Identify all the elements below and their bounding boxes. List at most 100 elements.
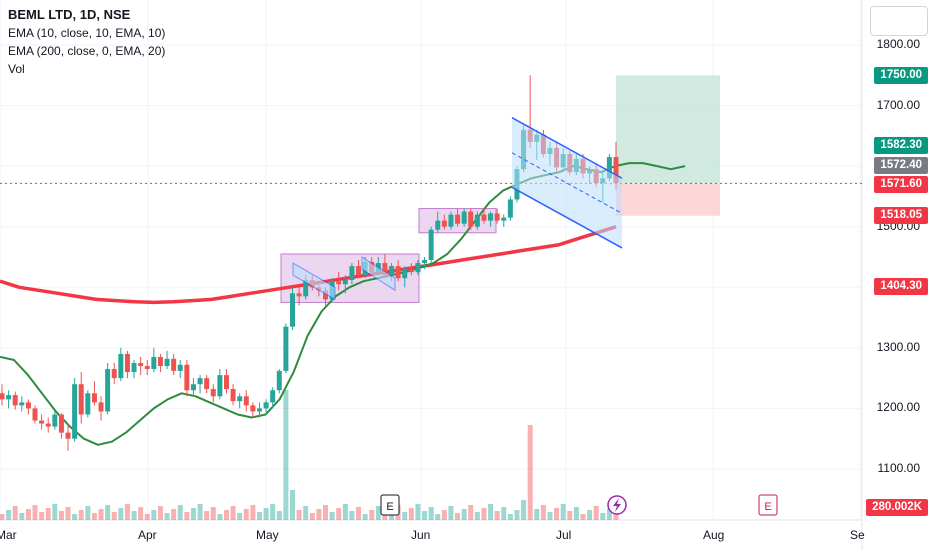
volume-bar bbox=[237, 513, 243, 520]
volume-legend: Vol bbox=[8, 62, 25, 76]
earnings-marker-future bbox=[758, 494, 778, 516]
chart-legend: BEML LTD, 1D, NSE EMA (10, close, 10, EM… bbox=[8, 6, 165, 78]
time-tick-label: May bbox=[256, 528, 279, 542]
volume-bar bbox=[184, 512, 190, 520]
candle-body bbox=[217, 375, 223, 397]
volume-price-tag: 280.002K bbox=[866, 499, 928, 516]
volume-bar bbox=[494, 511, 500, 520]
volume-bar bbox=[468, 505, 474, 520]
volume-bar bbox=[323, 505, 329, 520]
candle-body bbox=[613, 157, 619, 184]
volume-bar bbox=[382, 513, 388, 520]
position-zones bbox=[0, 75, 862, 216]
candle-body bbox=[415, 263, 421, 273]
candle-body bbox=[402, 269, 408, 279]
candle-body bbox=[204, 378, 210, 390]
candle-body bbox=[39, 420, 45, 424]
last-green-price-tag: 1582.30 bbox=[874, 137, 928, 154]
time-tick-label: Se bbox=[850, 528, 865, 542]
ema200-price-tag: 1404.30 bbox=[874, 278, 928, 295]
candle-body bbox=[65, 432, 71, 439]
candle-body bbox=[164, 358, 170, 367]
ema-fast-legend: EMA (10, close, 10, EMA, 10) bbox=[8, 26, 166, 40]
candle-body bbox=[184, 364, 190, 391]
earnings-marker-label: E bbox=[386, 501, 393, 513]
price-tick-label: 1300.00 bbox=[876, 339, 920, 354]
candle-body bbox=[256, 408, 262, 412]
candle-body bbox=[389, 266, 395, 276]
candle-body bbox=[243, 396, 249, 406]
volume-bar bbox=[151, 510, 157, 520]
volume-bar bbox=[118, 508, 124, 520]
candle-body bbox=[6, 395, 12, 400]
target-price-tag: 1750.00 bbox=[874, 67, 928, 84]
candle-body bbox=[131, 363, 137, 373]
candle-body bbox=[58, 414, 64, 433]
price-tick-label: 1700.00 bbox=[876, 97, 920, 112]
candle-body bbox=[111, 369, 117, 379]
volume-bar bbox=[303, 506, 309, 520]
volume-bar bbox=[263, 508, 269, 520]
volume-bar bbox=[283, 390, 289, 520]
volume-bar bbox=[408, 508, 414, 520]
candle-body bbox=[408, 269, 414, 273]
volume-bar bbox=[474, 512, 480, 520]
candle-body bbox=[250, 405, 256, 412]
volume-bar bbox=[336, 508, 342, 520]
candle-body bbox=[72, 384, 78, 439]
volume-bar bbox=[111, 512, 117, 520]
candle-body bbox=[78, 384, 84, 415]
volume-bar bbox=[375, 506, 381, 520]
candle-body bbox=[171, 358, 177, 371]
small-channel bbox=[292, 262, 336, 301]
candle-body bbox=[237, 396, 243, 402]
price-tick-label: 1200.00 bbox=[876, 400, 920, 415]
volume-bar bbox=[124, 504, 130, 520]
time-tick-label: Apr bbox=[138, 528, 157, 542]
volume-bar bbox=[580, 514, 586, 520]
candle-body bbox=[138, 363, 144, 367]
volume-bar bbox=[144, 514, 150, 520]
candle-body bbox=[501, 217, 507, 221]
time-tick-label: Mar bbox=[0, 528, 17, 542]
volume-bar bbox=[349, 511, 355, 520]
volume-bar bbox=[78, 510, 84, 520]
candle-body bbox=[441, 220, 447, 227]
volume-bar bbox=[19, 513, 25, 520]
candle-body bbox=[303, 280, 309, 297]
volume-bar bbox=[521, 500, 527, 520]
candle-body bbox=[276, 370, 282, 391]
volume-bar bbox=[25, 509, 31, 520]
volume-bar bbox=[72, 514, 78, 520]
volume-bar bbox=[422, 511, 428, 520]
candle-body bbox=[296, 293, 302, 297]
volume-bar bbox=[309, 513, 315, 520]
volume-bar bbox=[45, 508, 51, 520]
candle-body bbox=[45, 423, 51, 427]
volume-bar bbox=[164, 513, 170, 520]
volume-bar bbox=[481, 508, 487, 520]
volume-bar bbox=[58, 511, 64, 520]
volume-bar bbox=[573, 507, 579, 520]
candle-body bbox=[455, 214, 461, 224]
candle-body bbox=[270, 390, 276, 403]
volume-bar bbox=[461, 509, 467, 520]
volume-bar bbox=[448, 506, 454, 520]
candle-body bbox=[91, 393, 97, 403]
volume-bar bbox=[0, 514, 5, 520]
candle-body bbox=[25, 402, 31, 409]
volume-bar bbox=[171, 509, 177, 520]
volume-bar bbox=[547, 512, 553, 520]
volume-bar bbox=[217, 514, 223, 520]
stop-zone bbox=[616, 183, 720, 216]
volume-bars bbox=[0, 390, 619, 520]
candle-body bbox=[223, 375, 229, 390]
ema-slow-legend: EMA (200, close, 0, EMA, 20) bbox=[8, 44, 166, 58]
chart-settings-button[interactable] bbox=[870, 6, 928, 36]
volume-bar bbox=[210, 507, 216, 520]
earnings-marker-future-label: E bbox=[764, 501, 771, 513]
candle-body bbox=[349, 266, 355, 281]
volume-bar bbox=[567, 511, 573, 520]
candle-body bbox=[336, 281, 342, 285]
